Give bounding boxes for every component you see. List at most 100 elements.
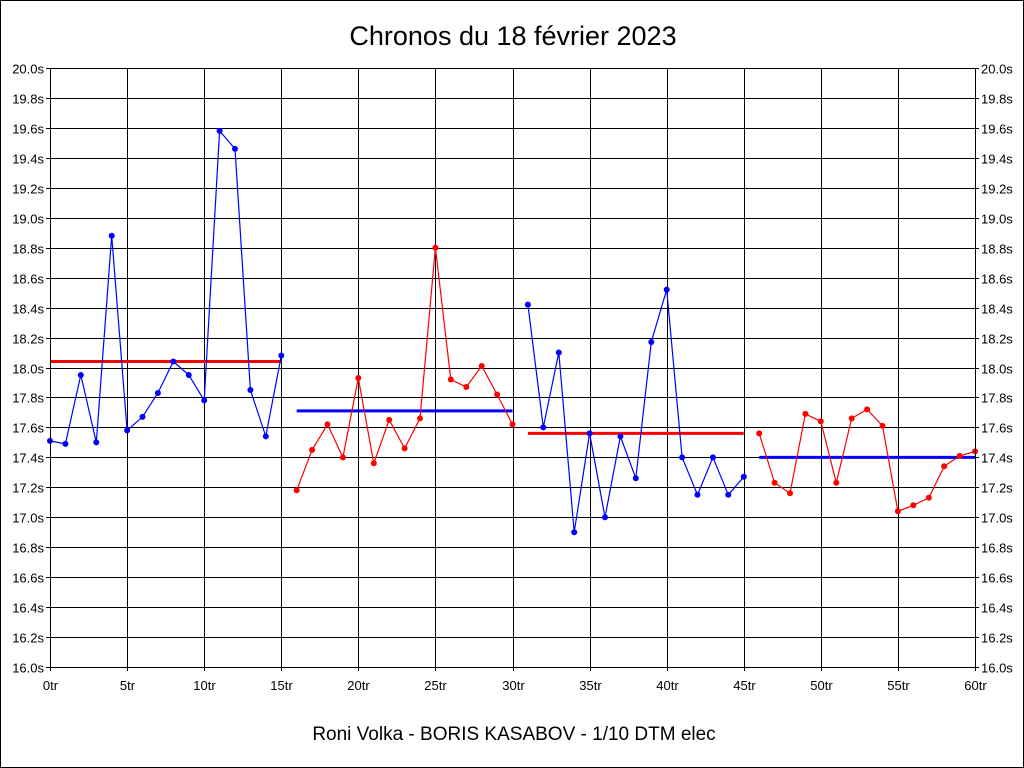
data-point xyxy=(232,145,238,152)
y-tick-label-right: 20.0s xyxy=(981,62,1013,77)
y-tick-label-right: 16.6s xyxy=(981,571,1013,586)
y-tick-label: 20.0s xyxy=(12,62,44,77)
data-point xyxy=(540,424,547,431)
x-tick-label: 35tr xyxy=(579,678,602,693)
data-point xyxy=(447,376,454,383)
data-point xyxy=(941,463,948,470)
series-4 xyxy=(756,406,978,515)
data-point xyxy=(648,339,655,345)
data-point xyxy=(77,372,84,378)
y-tick-label: 16.0s xyxy=(12,661,44,676)
data-point xyxy=(124,427,131,434)
plot-border xyxy=(50,68,976,668)
chart-title: Chronos du 18 février 2023 xyxy=(349,21,676,51)
y-tick-label: 16.8s xyxy=(12,541,44,556)
y-tick-label-right: 19.4s xyxy=(981,152,1013,167)
data-point xyxy=(894,508,901,515)
data-point xyxy=(663,286,670,293)
y-tick-label-right: 17.6s xyxy=(981,421,1013,436)
data-point xyxy=(370,460,377,467)
y-tick-label: 18.8s xyxy=(12,242,44,257)
series-layer xyxy=(47,127,978,536)
data-point xyxy=(62,440,69,447)
data-point xyxy=(185,372,192,378)
data-point xyxy=(586,430,593,437)
data-point xyxy=(154,390,161,396)
y-tick-label: 17.6s xyxy=(12,421,44,436)
y-tick-label-right: 16.0s xyxy=(981,661,1013,676)
data-point xyxy=(293,487,300,494)
series-1 xyxy=(47,127,285,447)
y-tick-label-right: 17.2s xyxy=(981,481,1013,496)
y-tick-label-right: 17.8s xyxy=(981,391,1013,406)
data-point xyxy=(509,421,516,428)
data-point xyxy=(216,127,223,134)
y-tick-label-right: 16.8s xyxy=(981,541,1013,556)
y-tick-label-right: 19.0s xyxy=(981,212,1013,227)
y-tick-label-right: 16.4s xyxy=(981,601,1013,616)
data-point xyxy=(494,391,501,398)
y-tick-label: 16.4s xyxy=(12,601,44,616)
y-tick-label-right: 17.4s xyxy=(981,451,1013,466)
y-tick-label: 19.0s xyxy=(12,212,44,227)
data-point xyxy=(771,479,778,486)
y-tick-label-right: 18.2s xyxy=(981,332,1013,347)
y-tick-label-right: 18.4s xyxy=(981,302,1013,317)
data-point xyxy=(802,410,809,417)
data-point xyxy=(740,473,747,480)
y-tick-label-right: 18.6s xyxy=(981,272,1013,287)
y-tick-label: 18.4s xyxy=(12,302,44,317)
data-point xyxy=(571,529,578,536)
x-tick-label: 20tr xyxy=(347,678,370,693)
data-point xyxy=(401,445,408,452)
data-point xyxy=(756,430,763,437)
data-point xyxy=(339,454,346,461)
y-tick-label-right: 17.0s xyxy=(981,511,1013,526)
data-point xyxy=(617,433,624,440)
y-tick-label: 18.6s xyxy=(12,272,44,287)
y-tick-label: 19.2s xyxy=(12,182,44,197)
x-tick-label: 10tr xyxy=(193,678,216,693)
x-tick-label: 45tr xyxy=(733,678,756,693)
data-point xyxy=(93,439,100,446)
data-point xyxy=(555,349,562,356)
grid xyxy=(50,68,976,668)
data-point xyxy=(324,421,331,428)
y-tick-label: 19.6s xyxy=(12,122,44,137)
y-tick-label: 19.4s xyxy=(12,152,44,167)
data-point xyxy=(386,416,393,423)
average-lines xyxy=(50,360,975,459)
data-point xyxy=(139,413,146,420)
x-tick-label: 40tr xyxy=(656,678,679,693)
data-point xyxy=(170,358,177,365)
data-point xyxy=(417,415,423,422)
y-tick-label: 16.6s xyxy=(12,571,44,586)
x-tick-label: 55tr xyxy=(887,678,910,693)
chart-subtitle: Roni Volka - BORIS KASABOV - 1/10 DTM el… xyxy=(312,724,715,745)
data-point xyxy=(679,454,686,461)
y-tick-label: 18.2s xyxy=(12,332,44,347)
data-point xyxy=(355,375,362,381)
data-point xyxy=(524,301,531,308)
data-point xyxy=(278,352,285,359)
data-point xyxy=(709,454,716,461)
data-point xyxy=(817,418,824,425)
data-point xyxy=(602,514,608,521)
y-tick-label-right: 18.8s xyxy=(981,242,1013,257)
data-point xyxy=(725,491,732,498)
data-point xyxy=(632,475,639,482)
data-point xyxy=(108,232,115,239)
x-tick-label: 15tr xyxy=(270,678,293,693)
data-point xyxy=(910,502,917,509)
series-2 xyxy=(293,244,516,494)
data-point xyxy=(201,397,208,404)
data-point xyxy=(262,433,269,440)
y-tick-label: 17.8s xyxy=(12,391,44,406)
series-line xyxy=(49,129,282,445)
data-point xyxy=(787,490,793,497)
y-tick-label: 19.8s xyxy=(12,92,44,107)
y-tick-label: 18.0s xyxy=(12,362,44,377)
y-tick-label: 16.2s xyxy=(12,631,44,646)
